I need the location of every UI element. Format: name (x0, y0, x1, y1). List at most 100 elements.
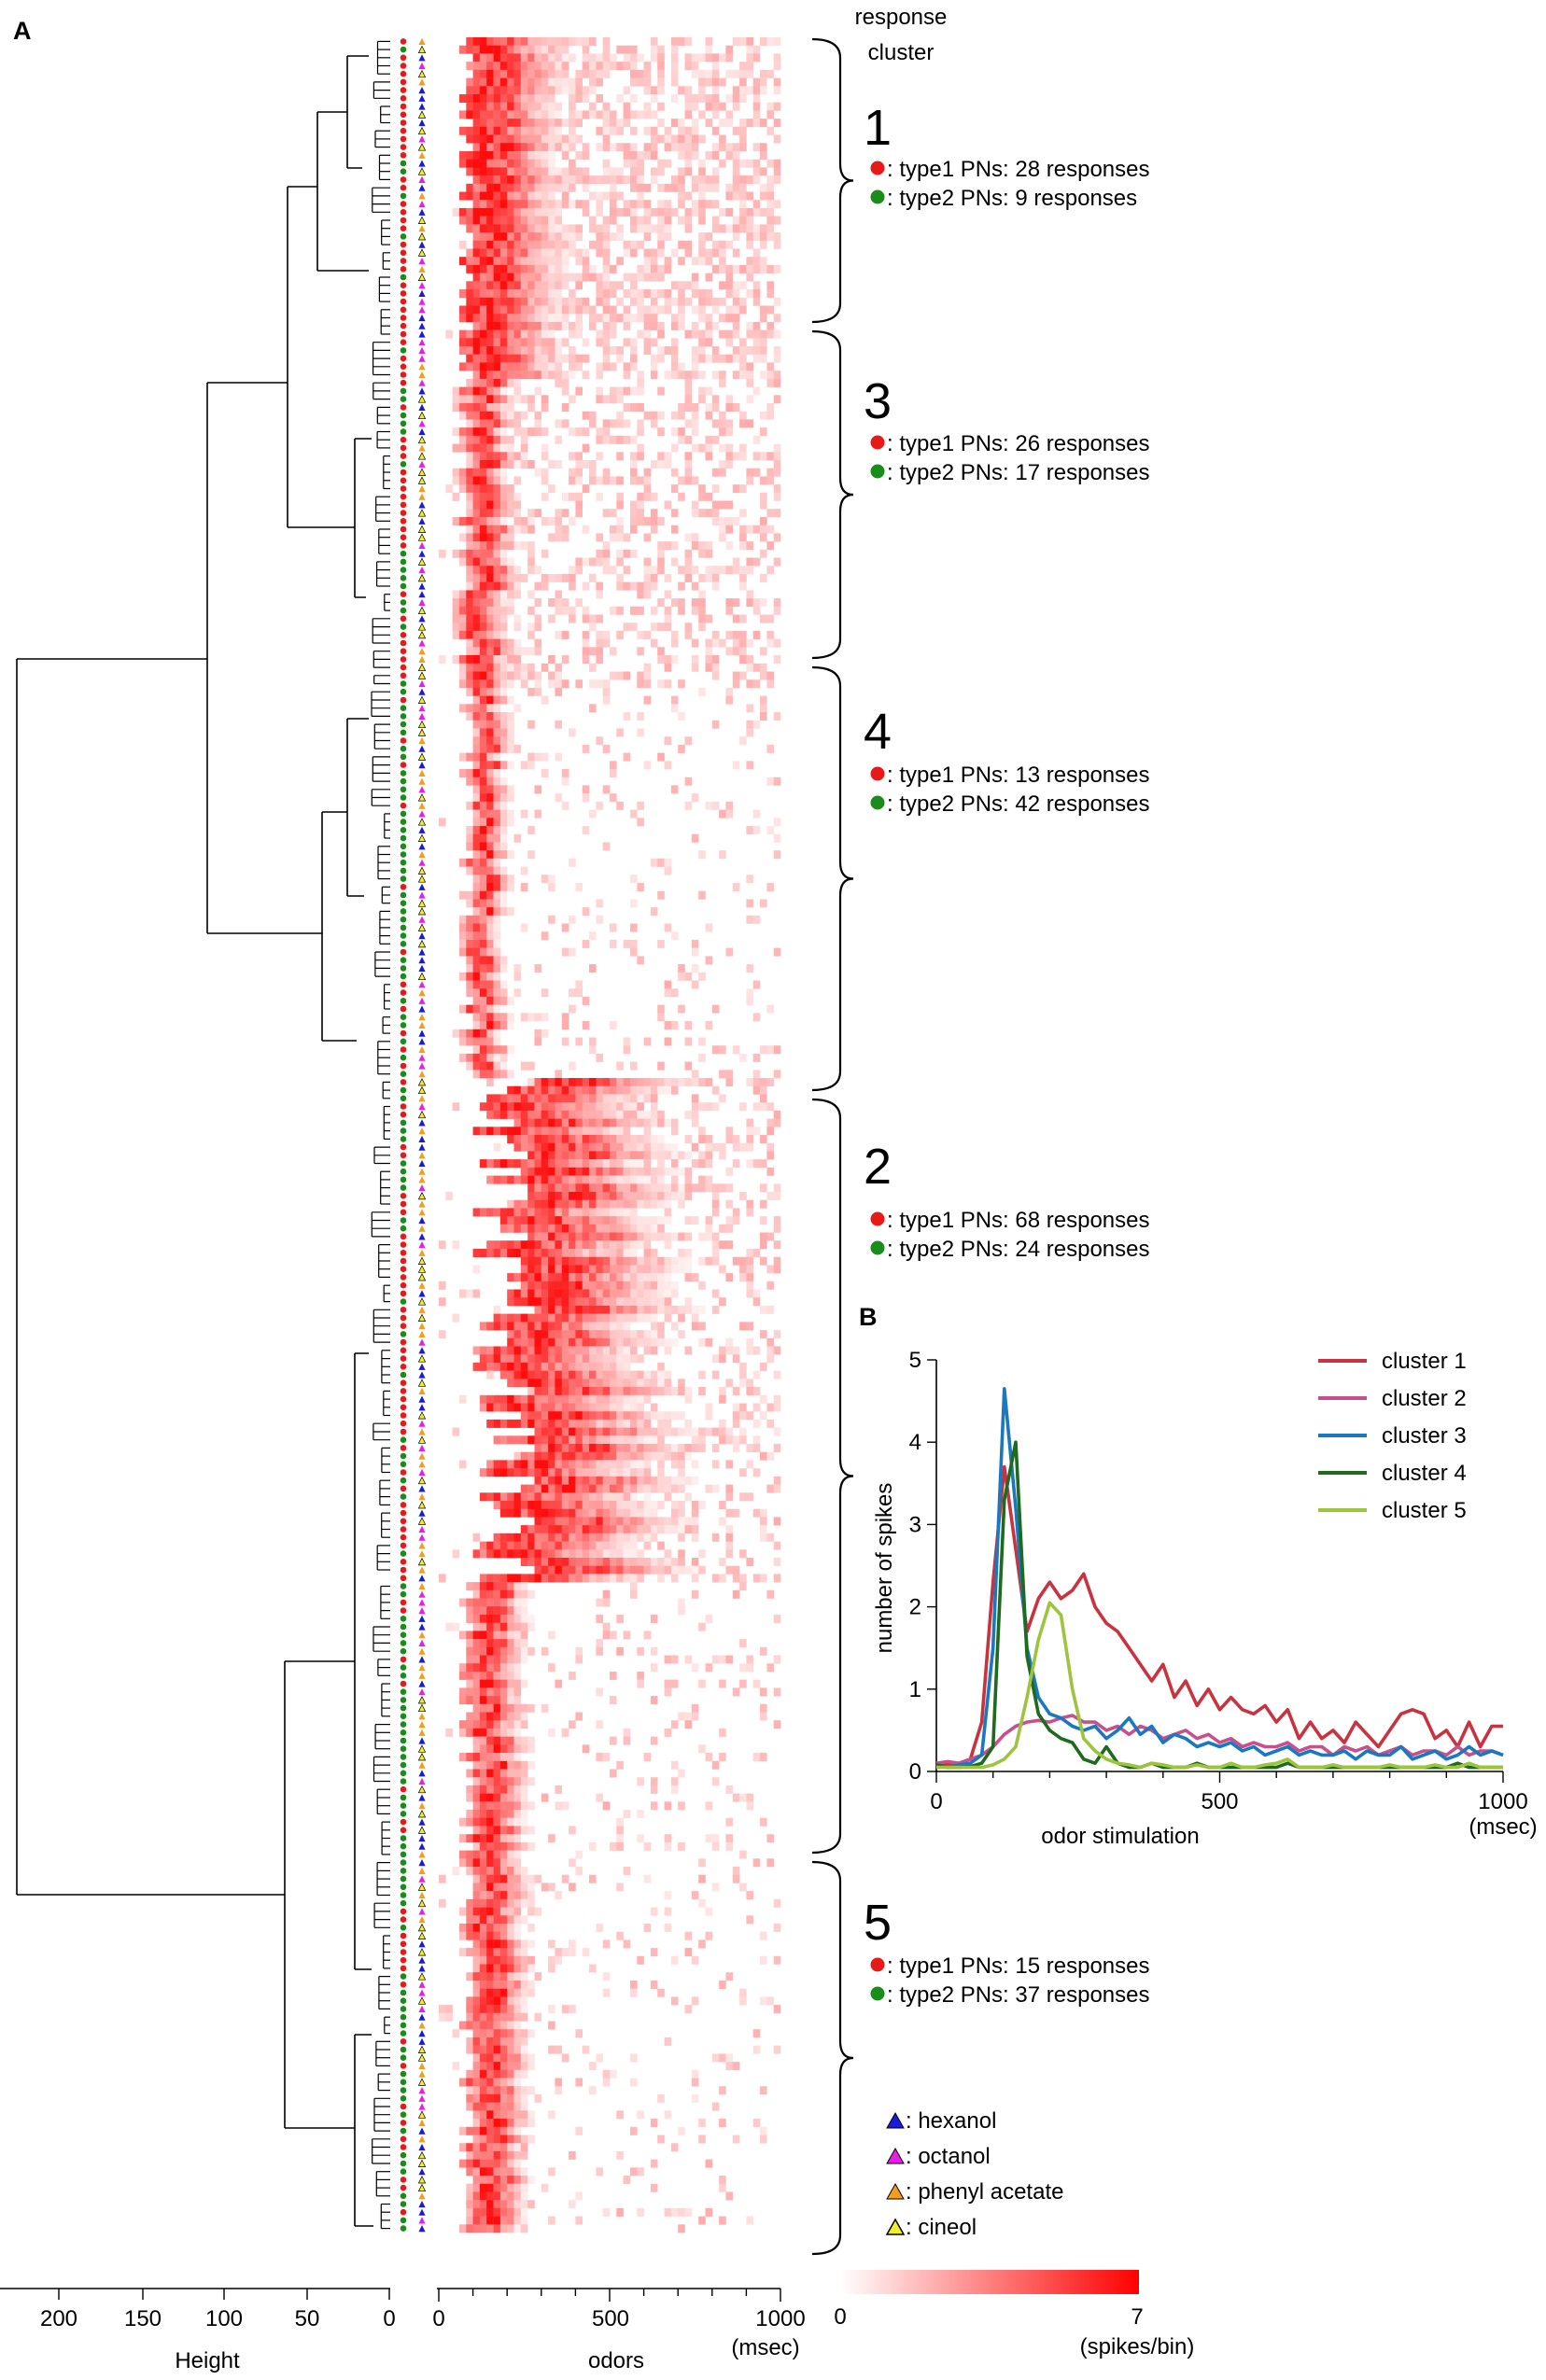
heatmap-cell (602, 541, 611, 551)
heatmap-cell (705, 232, 713, 242)
heatmap-cell (643, 69, 652, 78)
heatmap-cell (499, 728, 508, 737)
pn-type-dot (400, 436, 407, 443)
heatmap-cell (520, 395, 528, 404)
heatmap-cell (746, 37, 753, 46)
heatmap-cell (705, 338, 713, 347)
heatmap-cell (541, 232, 549, 242)
heatmap-cell (561, 655, 569, 664)
pn-type-dot (400, 1842, 407, 1850)
heatmap-cell (684, 329, 693, 339)
heatmap-cell (548, 362, 555, 371)
heatmap-cell (582, 1216, 590, 1225)
heatmap-cell (452, 623, 460, 632)
heatmap-cell (739, 183, 747, 192)
heatmap-cell (507, 590, 514, 599)
heatmap-cell (499, 630, 508, 639)
heatmap-cell (725, 1427, 733, 1436)
heatmap-cell (732, 452, 740, 461)
heatmap-cell (643, 1313, 652, 1323)
heatmap-cell (739, 1427, 747, 1436)
heatmap-cell (602, 1297, 611, 1307)
heatmap-cell (589, 1427, 597, 1436)
heatmap-cell (725, 281, 733, 290)
heatmap-cell (466, 476, 473, 485)
heatmap-cell (589, 1135, 597, 1143)
pn-type-dot (400, 1737, 407, 1744)
heatmap-cell (472, 289, 481, 298)
heatmap-cell (691, 200, 699, 209)
heatmap-cell (630, 1289, 638, 1298)
heatmap-cell (732, 630, 740, 639)
heatmap-cell (527, 1297, 535, 1307)
heatmap-cell (589, 931, 597, 941)
heatmap-cell (610, 761, 617, 770)
heatmap-cell (507, 435, 514, 444)
heatmap-cell (664, 500, 672, 510)
heatmap-cell (766, 232, 774, 242)
heatmap-cell (486, 777, 494, 786)
heatmap-cell (472, 1029, 481, 1038)
odor-triangle (418, 989, 426, 997)
heatmap-cell (664, 1151, 672, 1160)
heatmap-cell (657, 1273, 665, 1282)
odor-triangle (418, 1981, 426, 1988)
heatmap-cell (513, 126, 522, 135)
heatmap-cell (657, 541, 665, 551)
heatmap-cell (643, 77, 652, 87)
heatmap-cell (732, 598, 740, 608)
heatmap-cell (596, 110, 603, 119)
heatmap-cell (493, 45, 501, 54)
heatmap-cell (691, 62, 699, 71)
heatmap-cell (507, 443, 514, 453)
heatmap-cell (691, 1078, 699, 1086)
heatmap-cell (684, 386, 693, 396)
heatmap-cell (472, 281, 481, 290)
heatmap-cell (719, 297, 726, 306)
heatmap-cell (513, 460, 522, 469)
heatmap-cell (773, 134, 781, 144)
heatmap-cell (643, 110, 652, 119)
heatmap-cell (520, 1208, 528, 1217)
heatmap-cell (534, 1142, 542, 1152)
heatmap-cell (534, 1208, 542, 1217)
heatmap-cell (575, 1118, 583, 1127)
heatmap-cell (575, 460, 583, 469)
heatmap-cell (773, 606, 781, 615)
odor-triangle (418, 62, 426, 70)
heatmap-cell (719, 809, 726, 819)
heatmap-cell (507, 1419, 514, 1428)
heatmap-cell (527, 321, 535, 330)
heatmap-cell (561, 1427, 569, 1436)
pn-type-dot (400, 1079, 407, 1085)
heatmap-cell (670, 1085, 679, 1095)
heatmap-cell (760, 240, 767, 249)
heatmap-cell (513, 289, 522, 298)
heatmap-cell (596, 297, 603, 306)
heatmap-cell (664, 623, 672, 632)
heatmap-cell (534, 321, 542, 330)
heatmap-cell (534, 1232, 542, 1241)
heatmap-cell (650, 1289, 658, 1298)
heatmap-cell (766, 744, 774, 753)
heatmap-cell (520, 1337, 528, 1347)
heatmap-cell (486, 826, 494, 834)
heatmap-cell (499, 785, 508, 794)
pn-type-dot (400, 1331, 407, 1337)
odor-triangle (418, 1330, 426, 1337)
heatmap-cell (643, 557, 652, 567)
heatmap-cell (719, 257, 726, 266)
heatmap-cell (499, 119, 508, 128)
pn-type-dot (400, 493, 407, 500)
heatmap-cell (472, 62, 481, 71)
heatmap-cell (555, 1427, 562, 1436)
heatmap-cell (650, 509, 658, 518)
heatmap-cell (479, 151, 487, 160)
heatmap-cell (534, 77, 542, 87)
heatmap-cell (555, 1273, 562, 1282)
heatmap-cell (746, 728, 753, 737)
heatmap-cell (705, 1102, 713, 1112)
heatmap-cell (569, 134, 576, 144)
heatmap-cell (555, 77, 562, 87)
heatmap-cell (527, 761, 535, 770)
